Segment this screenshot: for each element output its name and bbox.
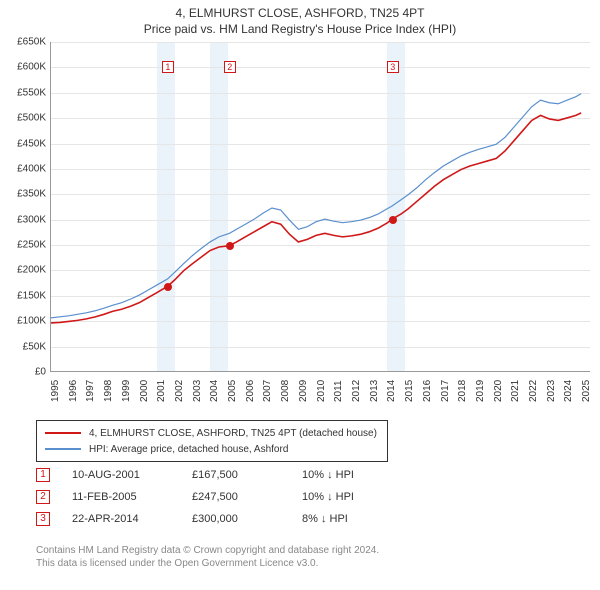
x-axis-label: 2023 xyxy=(546,380,557,402)
transaction-diff: 8% ↓ HPI xyxy=(302,513,392,525)
x-axis-label: 2015 xyxy=(404,380,415,402)
transaction-table: 1 10-AUG-2001£167,50010% ↓ HPI 2 11-FEB-200… xyxy=(36,464,392,530)
legend: 4, ELMHURST CLOSE, ASHFORD, TN25 4PT (de… xyxy=(36,420,388,462)
chart-area: 1 2 3 £0 £50K £100K £150K £200K £250K £300K £350K… xyxy=(8,42,592,412)
x-axis-label: 1998 xyxy=(103,380,114,402)
footer-line-1: Contains HM Land Registry data © Crown c… xyxy=(36,544,379,557)
transaction-diff: 10% ↓ HPI xyxy=(302,469,392,481)
transaction-marker-dot xyxy=(389,216,397,224)
x-axis-label: 2009 xyxy=(298,380,309,402)
y-axis-label: £600K xyxy=(6,62,46,73)
x-axis-label: 2010 xyxy=(316,380,327,402)
x-axis-label: 2024 xyxy=(563,380,574,402)
y-axis-label: £150K xyxy=(6,290,46,301)
legend-item: 4, ELMHURST CLOSE, ASHFORD, TN25 4PT (de… xyxy=(45,425,379,441)
y-axis-label: £300K xyxy=(6,214,46,225)
legend-label: HPI: Average price, detached house, Ashf… xyxy=(89,444,288,455)
series-property xyxy=(51,113,581,323)
transaction-num-box: 1 xyxy=(36,468,50,482)
x-axis-label: 2005 xyxy=(227,380,238,402)
y-axis-label: £500K xyxy=(6,113,46,124)
x-axis-label: 2017 xyxy=(440,380,451,402)
transaction-marker-box: 3 xyxy=(387,61,399,73)
transaction-price: £167,500 xyxy=(192,469,302,481)
x-axis-label: 2020 xyxy=(493,380,504,402)
transaction-date: 11-FEB-2005 xyxy=(72,491,192,503)
plot-area: 1 2 3 xyxy=(50,42,590,372)
y-axis-label: £250K xyxy=(6,240,46,251)
x-axis-label: 2021 xyxy=(510,380,521,402)
transaction-marker-box: 1 xyxy=(162,61,174,73)
x-axis-label: 1995 xyxy=(50,380,61,402)
y-axis-label: £350K xyxy=(6,189,46,200)
x-axis-label: 2012 xyxy=(351,380,362,402)
transaction-marker-dot xyxy=(164,283,172,291)
legend-label: 4, ELMHURST CLOSE, ASHFORD, TN25 4PT (de… xyxy=(89,428,377,439)
x-axis-label: 2018 xyxy=(457,380,468,402)
transaction-date: 22-APR-2014 xyxy=(72,513,192,525)
y-axis-label: £200K xyxy=(6,265,46,276)
transaction-price: £300,000 xyxy=(192,513,302,525)
transaction-row: 1 10-AUG-2001£167,50010% ↓ HPI xyxy=(36,464,392,486)
x-axis-label: 2025 xyxy=(581,380,592,402)
legend-item: HPI: Average price, detached house, Ashf… xyxy=(45,441,379,457)
x-axis-label: 2006 xyxy=(245,380,256,402)
x-axis-label: 2022 xyxy=(528,380,539,402)
y-axis-label: £100K xyxy=(6,316,46,327)
y-axis-label: £550K xyxy=(6,87,46,98)
y-axis-label: £50K xyxy=(6,341,46,352)
x-axis-label: 2007 xyxy=(262,380,273,402)
transaction-diff: 10% ↓ HPI xyxy=(302,491,392,503)
footer-line-2: This data is licensed under the Open Gov… xyxy=(36,557,379,570)
x-axis-label: 2000 xyxy=(139,380,150,402)
x-axis-label: 2011 xyxy=(333,380,344,402)
chart-title-2: Price paid vs. HM Land Registry's House … xyxy=(0,22,600,36)
y-axis-label: £400K xyxy=(6,163,46,174)
legend-line-icon xyxy=(45,432,81,434)
x-axis-label: 2008 xyxy=(280,380,291,402)
x-axis-label: 1996 xyxy=(68,380,79,402)
transaction-marker-dot xyxy=(226,242,234,250)
chart-title-1: 4, ELMHURST CLOSE, ASHFORD, TN25 4PT xyxy=(0,6,600,20)
x-axis-label: 2001 xyxy=(156,380,167,402)
x-axis-label: 2003 xyxy=(192,380,203,402)
x-axis-label: 2014 xyxy=(386,380,397,402)
transaction-row: 2 11-FEB-2005£247,50010% ↓ HPI xyxy=(36,486,392,508)
transaction-marker-box: 2 xyxy=(224,61,236,73)
transaction-num-box: 2 xyxy=(36,490,50,504)
x-axis-label: 1997 xyxy=(85,380,96,402)
x-axis-label: 2004 xyxy=(209,380,220,402)
y-axis-label: £0 xyxy=(6,367,46,378)
transaction-price: £247,500 xyxy=(192,491,302,503)
y-axis-label: £650K xyxy=(6,37,46,48)
x-axis-label: 2002 xyxy=(174,380,185,402)
x-axis-label: 2013 xyxy=(369,380,380,402)
legend-line-icon xyxy=(45,448,81,450)
x-axis-label: 1999 xyxy=(121,380,132,402)
series-hpi xyxy=(51,94,581,318)
x-axis-label: 2016 xyxy=(422,380,433,402)
transaction-row: 3 22-APR-2014£300,0008% ↓ HPI xyxy=(36,508,392,530)
transaction-date: 10-AUG-2001 xyxy=(72,469,192,481)
footer-attribution: Contains HM Land Registry data © Crown c… xyxy=(36,544,379,570)
y-axis-label: £450K xyxy=(6,138,46,149)
x-axis-label: 2019 xyxy=(475,380,486,402)
transaction-num-box: 3 xyxy=(36,512,50,526)
